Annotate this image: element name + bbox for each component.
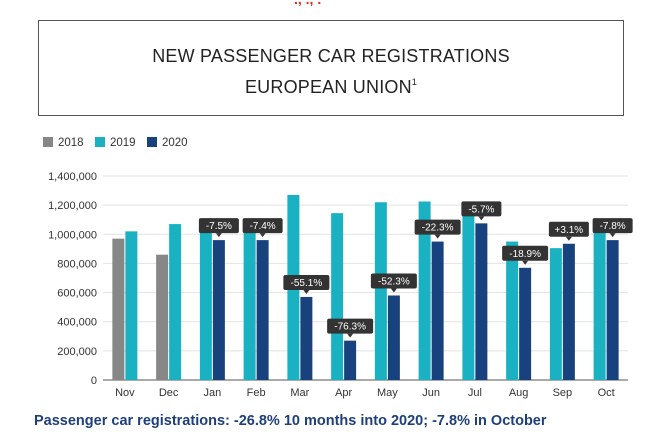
bar-2018-dec	[156, 254, 169, 380]
legend-swatch-2018	[43, 137, 53, 147]
legend-label-2020: 2020	[162, 137, 188, 149]
x-tick-label: Jun	[422, 387, 440, 399]
annotation-pointer	[434, 234, 441, 239]
chart-title-line2-text: EUROPEAN UNION	[244, 77, 412, 97]
annotation-box	[242, 218, 283, 234]
bar-2019-apr	[331, 213, 344, 380]
annotation-pointer	[522, 260, 529, 265]
annotation-label: -5.7%	[468, 204, 494, 215]
chart-title-line2: EUROPEAN UNION1	[39, 77, 623, 98]
x-tick-label: Jul	[468, 387, 482, 399]
bar-2020-sep	[562, 243, 575, 380]
annotation-box	[414, 219, 461, 235]
bar-2020-jul	[475, 223, 488, 380]
y-tick-label: 0	[91, 375, 97, 387]
bar-2020-mar	[300, 296, 313, 380]
bar-2019-aug	[506, 241, 519, 380]
bar-2019-nov	[125, 231, 138, 380]
x-tick-label: Jan	[204, 387, 222, 399]
x-tick-label: Sep	[553, 387, 573, 399]
bar-2020-jan	[212, 240, 225, 380]
chart-title-line1: NEW PASSENGER CAR REGISTRATIONS	[152, 46, 510, 66]
annotation-label: -55.1%	[291, 278, 323, 289]
bar-2019-jan	[199, 229, 212, 380]
annotation-box	[327, 318, 374, 334]
annotation-label: -52.3%	[378, 276, 410, 287]
y-tick-label: 1,200,000	[48, 200, 97, 212]
bar-2018-nov	[112, 238, 125, 380]
bar-2019-feb	[243, 229, 256, 380]
annotation-pointer	[565, 236, 572, 241]
annotation-label: -18.9%	[509, 249, 541, 260]
x-tick-label: Mar	[290, 387, 309, 399]
annotation-pointer	[215, 233, 222, 238]
annotation-box	[283, 274, 330, 290]
header-fragment: ., ., .	[0, 0, 650, 6]
bar-2020-apr	[344, 340, 357, 380]
annotation-pointer	[347, 333, 354, 338]
header-fragment-text: ., ., .	[294, 0, 321, 6]
y-tick-label: 800,000	[57, 258, 97, 270]
annotation-label: -7.8%	[600, 221, 626, 232]
y-tick-label: 200,000	[57, 346, 97, 358]
annotation-box	[592, 218, 633, 234]
legend-label-2019: 2019	[110, 137, 136, 149]
annotation-label: -7.5%	[206, 221, 232, 232]
annotation-label: -22.3%	[422, 223, 454, 234]
x-tick-label: Oct	[598, 387, 615, 399]
bar-2019-dec	[169, 224, 182, 380]
x-tick-label: May	[377, 387, 398, 399]
bar-2020-oct	[606, 240, 619, 380]
chart-footer: Passenger car registrations: -26.8% 10 m…	[34, 413, 547, 429]
x-tick-label: Nov	[115, 387, 135, 399]
bar-2019-sep	[549, 248, 562, 380]
annotation-pointer	[303, 289, 310, 294]
annotation-label: -76.3%	[334, 322, 366, 333]
annotation-box	[502, 245, 549, 261]
y-tick-label: 1,400,000	[48, 171, 97, 183]
bar-2020-jun	[431, 241, 444, 380]
bar-2019-oct	[593, 228, 606, 380]
footnote-marker: 1	[411, 77, 418, 87]
annotation-box	[548, 221, 589, 237]
annotation-box	[461, 201, 502, 217]
bar-2019-may	[374, 202, 387, 380]
y-tick-label: 400,000	[57, 317, 97, 329]
x-tick-label: Dec	[159, 387, 179, 399]
annotation-pointer	[609, 233, 616, 238]
y-tick-label: 600,000	[57, 288, 97, 300]
legend-swatch-2020	[147, 137, 157, 147]
annotation-label: +3.1%	[555, 225, 584, 236]
bar-2019-jun	[418, 201, 431, 380]
annotation-box	[198, 218, 239, 234]
annotation-box	[370, 273, 417, 289]
annotation-pointer	[478, 216, 485, 221]
x-tick-label: Aug	[509, 387, 529, 399]
annotation-label: -7.4%	[250, 221, 276, 232]
x-tick-label: Feb	[247, 387, 266, 399]
y-tick-label: 1,000,000	[48, 229, 97, 241]
legend-label-2018: 2018	[58, 137, 84, 149]
annotation-pointer	[390, 288, 397, 293]
chart-title-box: NEW PASSENGER CAR REGISTRATIONS EUROPEAN…	[38, 20, 624, 116]
x-tick-label: Apr	[335, 387, 352, 399]
bar-2019-jul	[462, 213, 475, 380]
bar-2020-aug	[519, 267, 532, 380]
bar-2020-may	[387, 295, 400, 380]
bar-2020-feb	[256, 240, 269, 380]
annotation-pointer	[259, 233, 266, 238]
bar-chart: 0 200,000 400,000 600,000 800,000 1,000,000 1,…	[43, 137, 633, 399]
legend-swatch-2019	[95, 137, 105, 147]
